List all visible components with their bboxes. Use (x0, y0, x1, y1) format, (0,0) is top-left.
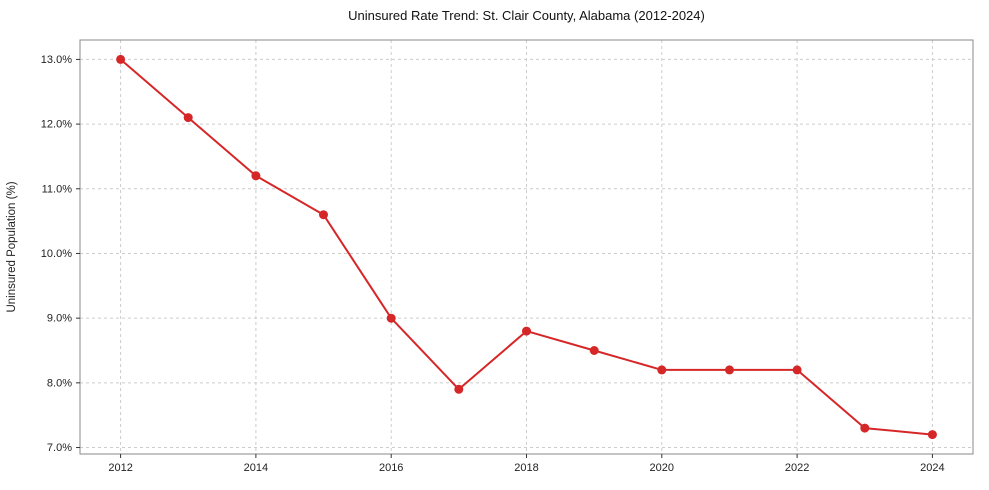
data-point-marker (927, 430, 937, 440)
y-tick-label: 11.0% (42, 183, 73, 195)
y-axis-label: Uninsured Population (%) (6, 181, 18, 312)
x-tick-label: 2022 (785, 462, 809, 474)
x-tick-label: 2018 (514, 462, 538, 474)
x-tick-label: 2016 (379, 462, 403, 474)
y-tick-label: 8.0% (47, 377, 72, 389)
data-point-marker (860, 423, 870, 433)
y-tick-label: 12.0% (41, 119, 72, 131)
y-tick-label: 13.0% (41, 54, 72, 66)
data-point-marker (116, 54, 126, 64)
y-tick-label: 9.0% (47, 313, 72, 325)
chart-title: Uninsured Rate Trend: St. Clair County, … (348, 8, 705, 23)
x-tick-label: 2014 (244, 462, 268, 474)
data-point-marker (725, 365, 734, 375)
data-point-marker (183, 113, 193, 123)
data-point-marker (522, 326, 531, 336)
x-tick-label: 2024 (920, 462, 944, 474)
data-point-marker (454, 384, 464, 394)
data-point-marker (589, 346, 599, 355)
data-point-marker (792, 365, 802, 375)
data-point-marker (386, 313, 396, 323)
x-tick-label: 2012 (108, 462, 132, 474)
x-tick-label: 2020 (650, 462, 674, 474)
y-tick-label: 7.0% (47, 442, 72, 454)
data-point-marker (657, 365, 667, 375)
data-point-marker (319, 210, 328, 220)
y-tick-label: 10.0% (41, 248, 72, 260)
data-point-marker (251, 171, 261, 181)
